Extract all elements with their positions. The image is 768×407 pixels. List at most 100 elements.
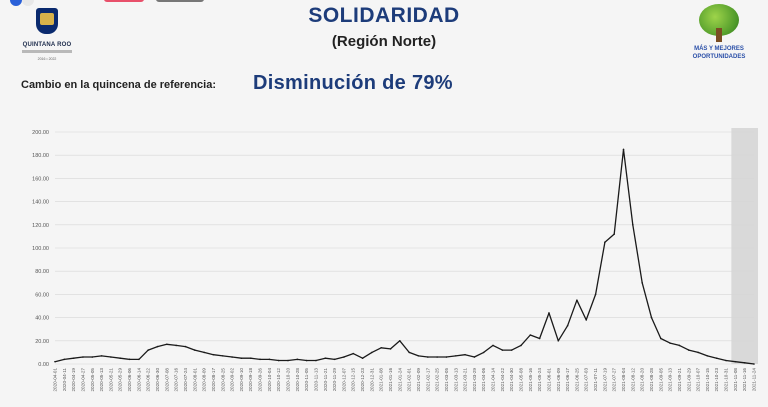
data-point — [706, 355, 709, 357]
data-point — [110, 356, 112, 358]
y-tick-label: 60.00 — [35, 292, 49, 298]
change-value: Disminución de 79% — [253, 72, 453, 94]
x-tick-label: 2021-01-08 — [379, 368, 384, 392]
mas-mejores-oportunidades-logo: MÁS Y MEJORES OPORTUNIDADES — [686, 4, 752, 64]
x-tick-label: 2021-07-03 — [584, 368, 589, 392]
data-point — [166, 343, 168, 346]
x-tick-label: 2021-09-21 — [677, 368, 682, 392]
data-point — [175, 344, 177, 347]
x-tick-label: 2021-02-01 — [407, 368, 412, 392]
data-point — [156, 345, 159, 348]
data-point — [249, 357, 252, 359]
data-point — [399, 340, 401, 342]
data-point — [538, 337, 541, 340]
browser-icon[interactable] — [10, 0, 22, 6]
data-point — [669, 342, 671, 344]
x-tick-label: 2021-04-14 — [491, 368, 496, 392]
x-tick-label: 2020-12-23 — [360, 368, 365, 392]
data-point — [231, 356, 233, 358]
data-point — [119, 357, 122, 359]
x-tick-label: 2021-04-30 — [509, 368, 514, 392]
data-point — [212, 353, 215, 356]
gray-button-strip[interactable] — [156, 0, 204, 2]
data-point — [492, 344, 494, 347]
x-tick-label: 2021-11-08 — [733, 368, 738, 392]
page-title: SOLIDARIDAD — [308, 4, 460, 27]
x-tick-label: 2021-09-05 — [658, 368, 663, 392]
y-tick-label: 140.00 — [32, 200, 49, 206]
data-point — [594, 293, 597, 296]
x-tick-label: 2020-11-29 — [332, 368, 337, 392]
x-tick-label: 2021-09-13 — [668, 368, 673, 392]
data-point — [660, 337, 662, 340]
x-tick-label: 2021-01-16 — [388, 368, 393, 392]
data-point — [650, 316, 653, 319]
data-point — [240, 357, 243, 359]
data-point — [445, 356, 448, 358]
data-point — [380, 346, 383, 349]
data-point — [753, 363, 755, 365]
x-tick-label: 2021-08-28 — [649, 368, 654, 392]
data-point — [678, 344, 681, 347]
x-tick-label: 2020-08-01 — [192, 368, 197, 392]
x-tick-label: 2020-08-25 — [220, 368, 225, 392]
data-point — [622, 148, 625, 151]
data-point — [361, 357, 364, 359]
x-tick-label: 2020-12-31 — [369, 368, 374, 392]
line-chart: 0.00 20.00 40.00 60.00 80.00 100.00 120.00 140.… — [32, 128, 758, 392]
y-tick-label: 80.00 — [35, 269, 49, 275]
x-tick-label: 2020-06-14 — [136, 368, 141, 392]
quintana-roo-logo-text: QUINTANA ROO — [22, 42, 72, 48]
data-point — [408, 351, 410, 354]
x-tick-label: 2020-10-28 — [295, 368, 300, 392]
y-tick-label: 160.00 — [32, 176, 49, 182]
y-tick-label: 180.00 — [32, 153, 49, 159]
data-point — [54, 360, 56, 363]
x-tick-label: 2021-05-08 — [519, 368, 524, 392]
x-tick-label: 2021-02-09 — [416, 368, 421, 392]
x-tick-label: 2020-07-16 — [174, 368, 179, 392]
x-tick-label: 2021-07-11 — [593, 368, 598, 392]
x-tick-label: 2021-02-25 — [435, 368, 440, 392]
x-tick-label: 2020-05-13 — [99, 368, 104, 392]
data-point — [427, 356, 429, 358]
data-point — [613, 233, 615, 235]
data-point — [743, 362, 746, 364]
red-button-strip[interactable] — [104, 0, 144, 2]
x-tick-label: 2020-04-01 — [53, 368, 58, 392]
x-tick-label: 2021-10-07 — [696, 368, 701, 392]
data-point — [389, 348, 392, 350]
browser-icon-secondary[interactable] — [22, 0, 34, 6]
x-tick-label: 2021-09-29 — [686, 368, 691, 392]
x-tick-label: 2020-06-22 — [146, 368, 151, 392]
data-point — [725, 359, 727, 362]
x-tick-label: 2021-04-06 — [481, 368, 486, 392]
y-tick-label: 40.00 — [35, 316, 49, 322]
x-tick-label: 2021-08-20 — [640, 368, 645, 392]
x-tick-label: 2020-12-07 — [341, 368, 346, 392]
data-point — [184, 345, 187, 348]
data-point — [147, 349, 149, 351]
data-point — [417, 355, 420, 357]
x-tick-label: 2021-04-22 — [500, 368, 505, 392]
data-point — [287, 359, 289, 362]
x-tick-label: 2020-07-08 — [164, 368, 169, 392]
data-point — [604, 241, 606, 243]
data-point — [548, 312, 550, 314]
tree-trunk-icon — [716, 28, 722, 42]
data-point — [557, 340, 560, 342]
x-tick-label: 2021-06-17 — [565, 368, 570, 392]
x-tick-label: 2021-08-04 — [621, 368, 626, 392]
y-tick-label: 0.00 — [38, 362, 49, 368]
x-tick-label: 2021-03-21 — [463, 368, 468, 392]
data-point — [128, 358, 131, 361]
data-point — [91, 356, 94, 358]
data-point — [566, 324, 569, 327]
data-point — [305, 359, 308, 362]
data-point — [203, 351, 205, 354]
x-tick-label: 2021-06-09 — [556, 368, 561, 392]
data-point — [63, 358, 66, 361]
change-label: Cambio en la quincena de referencia: — [21, 79, 217, 91]
y-tick-label: 120.00 — [32, 223, 49, 229]
